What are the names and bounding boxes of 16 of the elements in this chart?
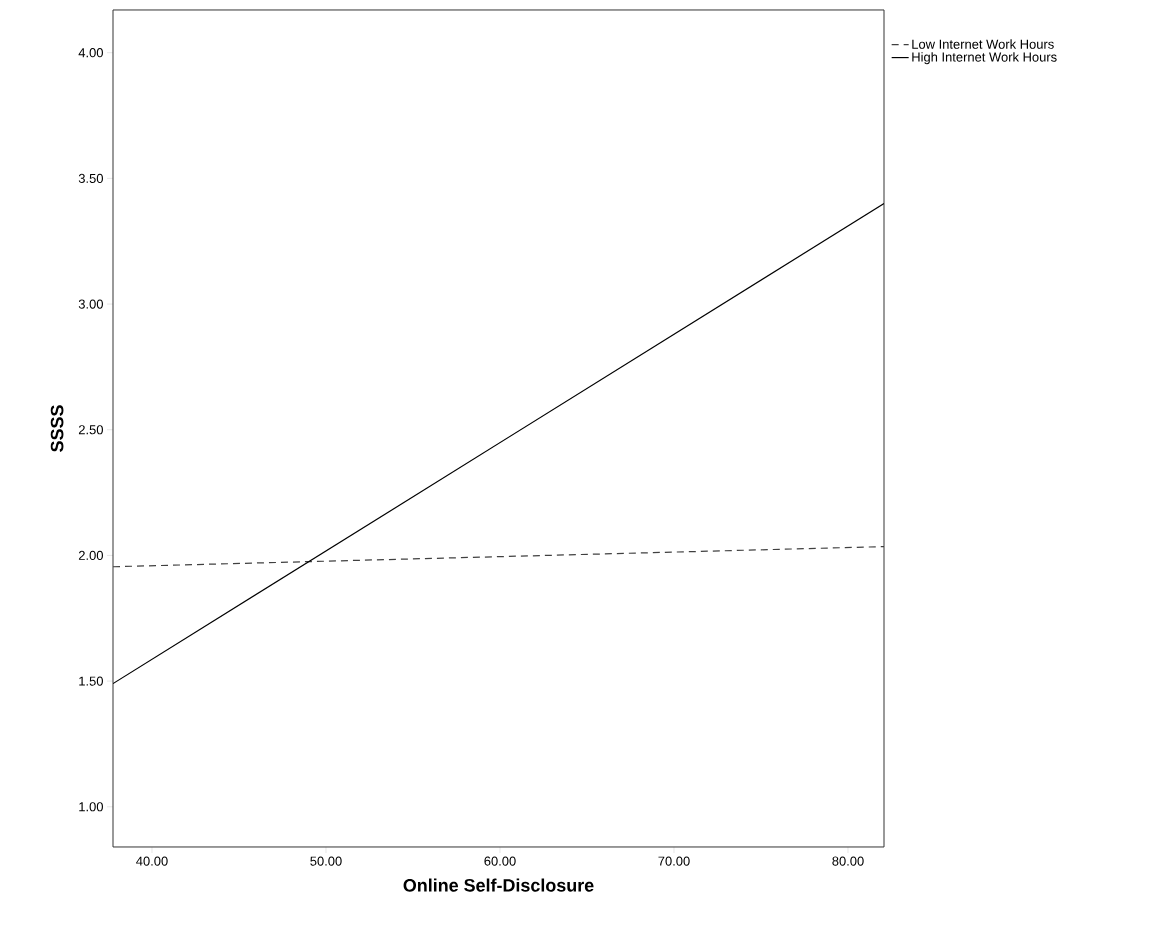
legend-label: Low Internet Work Hours xyxy=(912,39,1054,49)
x-axis-title: Online Self-Disclosure xyxy=(403,878,594,892)
y-tick-label: 1.50 xyxy=(79,676,103,686)
y-tick-label: 1.00 xyxy=(79,802,103,812)
y-tick-label: 2.00 xyxy=(78,550,103,560)
legend-label: High Internet Work Hours xyxy=(912,52,1057,65)
x-tick-label: 40.00 xyxy=(136,856,168,866)
y-tick-label: 4.00 xyxy=(78,48,103,58)
x-tick-label: 60.00 xyxy=(484,856,516,866)
x-tick-label: 80.00 xyxy=(832,856,864,866)
y-tick-label: 3.00 xyxy=(78,299,103,309)
x-tick-label: 70.00 xyxy=(658,856,690,866)
y-tick-label: 2.50 xyxy=(78,425,103,435)
y-axis-title: SSSS xyxy=(50,405,64,452)
y-tick-label: 3.50 xyxy=(78,173,103,183)
x-tick-label: 50.00 xyxy=(310,856,342,866)
